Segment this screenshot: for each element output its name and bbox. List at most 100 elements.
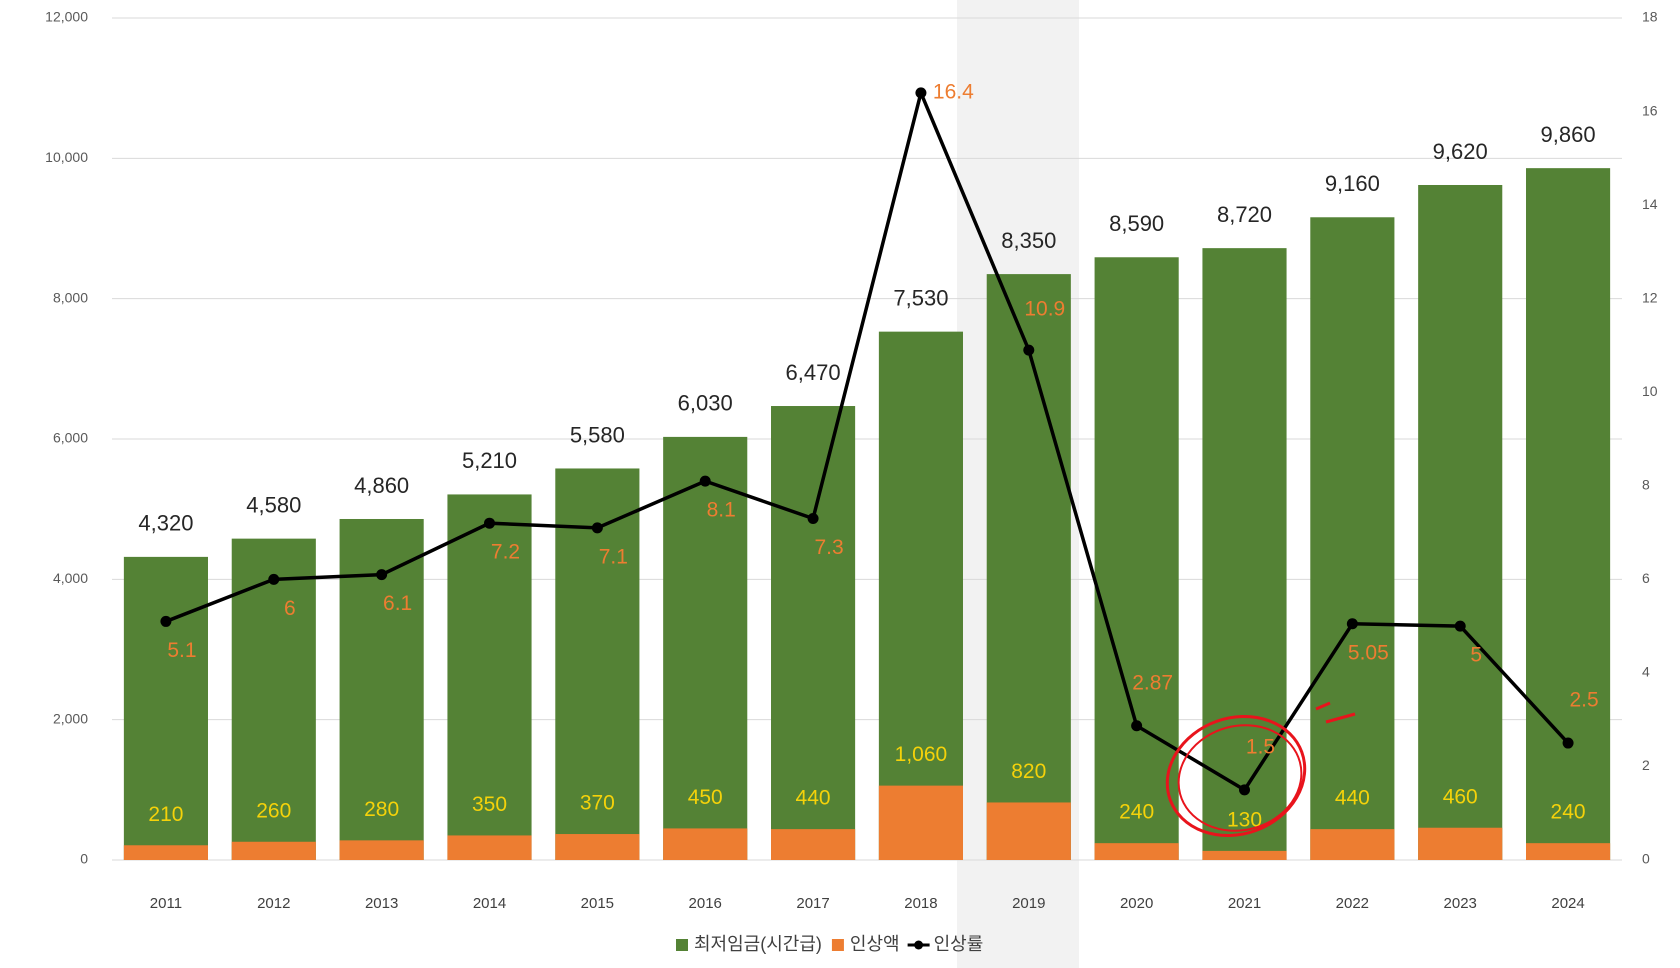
bar xyxy=(1202,850,1287,860)
line-point xyxy=(484,517,495,529)
data-label: 440 xyxy=(1335,787,1370,810)
line-point xyxy=(807,513,819,525)
legend-label: 최저임금(시간급) xyxy=(694,934,822,954)
data-label: 450 xyxy=(688,786,723,809)
data-label: 8,350 xyxy=(1001,228,1056,253)
bar xyxy=(447,835,532,860)
line-point xyxy=(376,569,388,581)
bar xyxy=(771,406,856,860)
line-point xyxy=(1346,618,1358,630)
legend-marker xyxy=(914,940,924,950)
line-point xyxy=(1023,344,1035,356)
line-point xyxy=(699,475,711,487)
bar xyxy=(1526,843,1611,860)
y2-tick-label: 6 xyxy=(1642,570,1650,586)
x-tick-label: 2023 xyxy=(1444,895,1477,912)
data-label: 5,580 xyxy=(570,422,625,447)
annotation-circle xyxy=(1165,714,1307,838)
y-tick-label: 8,000 xyxy=(53,289,88,305)
line xyxy=(165,87,1570,793)
data-label: 8,720 xyxy=(1217,202,1272,227)
y2-tick-label: 16 xyxy=(1642,102,1658,118)
data-label: 16.4 xyxy=(933,80,974,103)
annotation-mark xyxy=(1315,701,1356,724)
data-label: 9,160 xyxy=(1325,171,1380,196)
plot-area: 0 2,000 4,000 6,000 8,000 10,000 12,000 0 2 4 6 8 10… xyxy=(45,9,1658,954)
bar xyxy=(231,538,316,860)
data-label: 370 xyxy=(580,792,615,815)
x-tick-label: 2019 xyxy=(1012,895,1045,912)
data-label: 210 xyxy=(148,803,183,826)
y2-tick-label: 2 xyxy=(1642,757,1650,773)
data-label: 8.1 xyxy=(707,499,736,522)
bar xyxy=(231,841,316,860)
bar xyxy=(1310,217,1395,861)
bar xyxy=(771,829,856,860)
y-tick-label: 2,000 xyxy=(53,710,88,726)
bar xyxy=(878,785,963,860)
data-label: 460 xyxy=(1443,785,1478,808)
x-tick-label: 2012 xyxy=(257,895,290,912)
line-point xyxy=(268,573,280,585)
y2-tick-label: 12 xyxy=(1642,289,1658,305)
line-point xyxy=(1131,720,1143,732)
x-tick-label: 2011 xyxy=(150,895,182,912)
y2-tick-label: 4 xyxy=(1642,664,1650,680)
bar xyxy=(986,274,1071,860)
bar xyxy=(447,494,532,860)
bar xyxy=(555,468,640,860)
x-tick-label: 2022 xyxy=(1336,895,1369,912)
data-label: 6,030 xyxy=(678,391,733,416)
y2-tick-label: 8 xyxy=(1642,476,1650,492)
y-tick-label: 12,000 xyxy=(45,9,88,25)
x-tick-label: 2015 xyxy=(581,895,614,912)
bar xyxy=(1310,829,1395,860)
line-point xyxy=(1562,737,1574,749)
y-tick-label: 0 xyxy=(80,851,88,867)
annotation-circle xyxy=(1177,724,1303,832)
data-label: 1,060 xyxy=(895,743,948,766)
bar xyxy=(1202,248,1287,860)
data-label: 6 xyxy=(284,597,296,620)
legend-swatch xyxy=(676,939,688,951)
x-tick-label: 2013 xyxy=(365,895,398,912)
data-label: 4,580 xyxy=(246,492,301,517)
data-label: 7,530 xyxy=(893,285,948,310)
line-point xyxy=(160,615,172,627)
x-tick-label: 2024 xyxy=(1551,895,1584,912)
data-label: 820 xyxy=(1011,760,1046,783)
y-tick-label: 10,000 xyxy=(45,149,88,165)
data-label: 5.1 xyxy=(167,639,196,662)
y2-tick-label: 10 xyxy=(1642,383,1658,399)
legend-label: 인상액 xyxy=(850,934,900,954)
x-tick-label: 2014 xyxy=(473,895,506,912)
bar xyxy=(1094,257,1179,861)
y-tick-label: 6,000 xyxy=(53,430,88,446)
bar xyxy=(986,802,1071,860)
data-label: 5.05 xyxy=(1348,641,1389,664)
line-point xyxy=(915,87,927,99)
y2-tick-label: 14 xyxy=(1642,196,1658,212)
data-label: 6,470 xyxy=(786,360,841,385)
line-point xyxy=(1454,620,1466,632)
x-tick-label: 2017 xyxy=(796,895,829,912)
data-label: 8,590 xyxy=(1109,211,1164,236)
data-label: 1.5 xyxy=(1246,735,1275,758)
y2-tick-label: 0 xyxy=(1642,851,1650,867)
data-label: 7.3 xyxy=(814,536,843,559)
bar xyxy=(1526,168,1611,860)
x-tick-label: 2021 xyxy=(1228,895,1261,912)
data-label: 2.5 xyxy=(1569,689,1598,712)
bar xyxy=(1418,184,1503,860)
bar xyxy=(663,828,748,860)
x-tick-label: 2018 xyxy=(904,895,937,912)
bar xyxy=(123,556,208,860)
line-point xyxy=(1239,784,1250,796)
data-label: 440 xyxy=(796,787,831,810)
data-label: 7.2 xyxy=(491,541,520,564)
data-label: 5 xyxy=(1470,644,1482,667)
data-label: 4,860 xyxy=(354,473,409,498)
data-label: 260 xyxy=(256,799,291,822)
bar xyxy=(1094,843,1179,860)
